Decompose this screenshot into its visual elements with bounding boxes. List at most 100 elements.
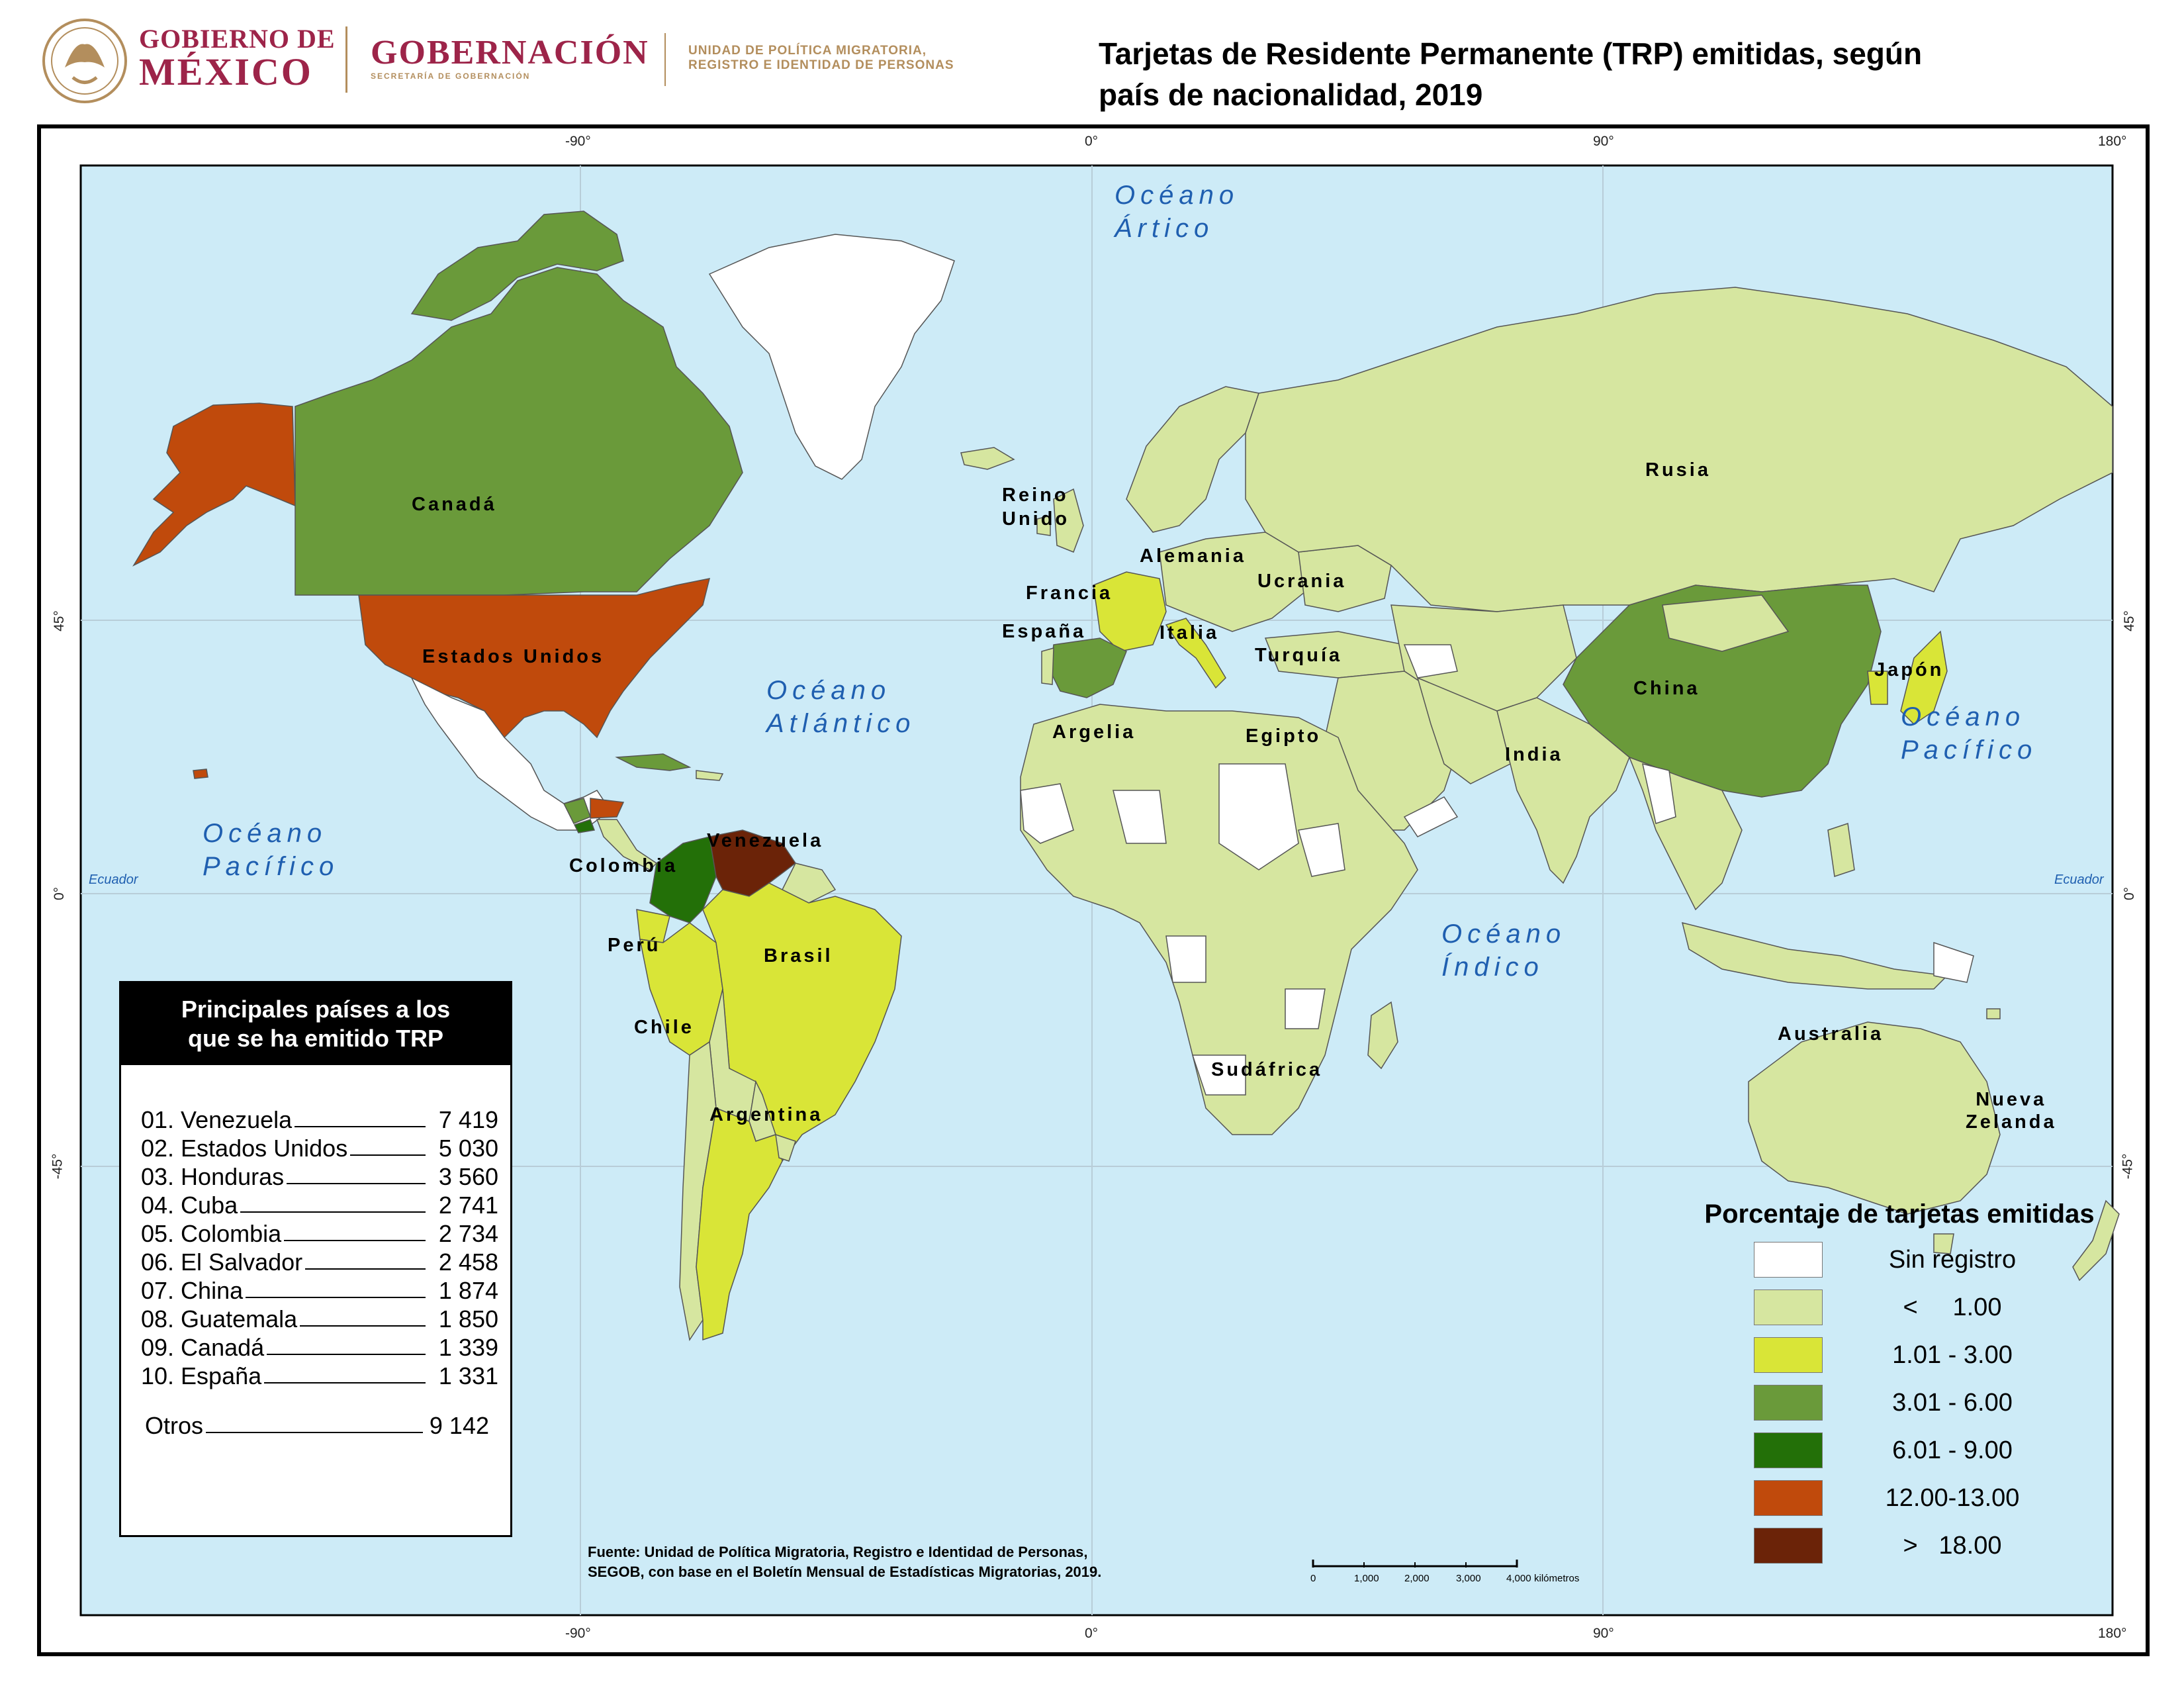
- label-australia: Australia: [1778, 1023, 1884, 1045]
- region-greenland: [708, 234, 955, 480]
- ocean-arctic: Océano Ártico: [1115, 179, 1239, 245]
- label-reino-unido-line1: Reino: [1002, 485, 1069, 506]
- secretaria-logo-text: GOBERNACIÓN SECRETARÍA DE GOBERNACIÓN: [371, 34, 649, 81]
- region-alaska: [132, 402, 296, 567]
- region-png-white: [1933, 941, 1974, 983]
- header: GOBIERNO DE MÉXICO GOBERNACIÓN SECRETARÍ…: [0, 0, 2184, 119]
- region-argentina: [696, 1107, 783, 1341]
- region-central-europe: [1159, 532, 1306, 632]
- row-value: 1 339: [438, 1334, 498, 1361]
- leader-line: [145, 1432, 423, 1433]
- legend-swatch: [1754, 1242, 1823, 1278]
- legend-swatch: [1754, 1480, 1823, 1516]
- secretaria-name: GOBERNACIÓN: [371, 34, 649, 71]
- region-central-am-south: [596, 819, 658, 870]
- region-myanmar: [1642, 763, 1676, 824]
- ocean-pacific-east: Océano Pacífico: [1901, 700, 2037, 767]
- ocean-indian: Océano Índico: [1441, 917, 1566, 984]
- region-cuba: [615, 753, 692, 771]
- label-egipto: Egipto: [1246, 726, 1322, 747]
- label-india: India: [1505, 744, 1563, 765]
- label-italia: Italia: [1160, 622, 1220, 643]
- tick-top-0: 0°: [1085, 134, 1099, 149]
- unit-line2: REGISTRO E IDENTIDAD DE PERSONAS: [688, 58, 954, 72]
- row-label: 04. Cuba: [141, 1192, 241, 1219]
- top-table-heading-line1: Principales países a los: [181, 996, 451, 1023]
- label-usa: Estados Unidos: [422, 646, 605, 667]
- tick-left-m45: -45°: [50, 1153, 66, 1180]
- region-korea: [1867, 671, 1888, 705]
- table-row: 08. Guatemala 1 850: [141, 1305, 498, 1333]
- label-colombia: Colombia: [569, 855, 678, 876]
- region-portugal: [1041, 647, 1054, 685]
- region-tasmania: [1933, 1233, 1954, 1254]
- region-el-salvador: [573, 819, 596, 833]
- label-turquia: Turquía: [1255, 645, 1343, 666]
- row-value: 1 874: [438, 1277, 498, 1304]
- region-new-zealand: [2072, 1199, 2120, 1282]
- legend-swatch: [1754, 1432, 1823, 1468]
- scale-unit: kilómetros: [1534, 1573, 1580, 1584]
- top-table-heading-line2: que se ha emitido TRP: [187, 1025, 444, 1052]
- ocean-atlantic-line2: Atlántico: [766, 709, 916, 738]
- region-turkmenistan: [1403, 644, 1458, 679]
- gov-line2: MÉXICO: [139, 50, 313, 93]
- row-label: Otros: [145, 1412, 206, 1440]
- leader-line: [141, 1354, 426, 1355]
- row-label: 02. Estados Unidos: [141, 1135, 351, 1162]
- region-guianas: [781, 863, 837, 904]
- legend-swatch: [1754, 1337, 1823, 1373]
- scale-tick-3000: 3,000: [1456, 1573, 1481, 1584]
- row-label: 10. España: [141, 1362, 265, 1390]
- row-label: 09. Canadá: [141, 1334, 267, 1362]
- row-value: 2 458: [438, 1248, 498, 1276]
- label-argelia: Argelia: [1052, 722, 1136, 743]
- region-africa-white-2: [1113, 790, 1167, 844]
- row-value: 3 560: [438, 1163, 498, 1190]
- eagle-seal-icon: [42, 19, 127, 103]
- row-value: 2 734: [438, 1220, 498, 1247]
- source-line2: SEGOB, con base en el Boletín Mensual de…: [588, 1564, 1102, 1580]
- row-label: 05. Colombia: [141, 1220, 285, 1248]
- legend: Porcentaje de tarjetas emitidas Sin regi…: [1694, 1199, 2118, 1590]
- scale-tick-4000: 4,000: [1506, 1573, 1531, 1584]
- table-row: 01. Venezuela 7 419: [141, 1106, 498, 1134]
- legend-swatch: [1754, 1385, 1823, 1421]
- row-value: 1 331: [438, 1362, 498, 1389]
- legend-title: Porcentaje de tarjetas emitidas: [1704, 1199, 2095, 1229]
- scale-tick-2000: 2,000: [1404, 1573, 1430, 1584]
- tick-bottom-0: 0°: [1085, 1626, 1099, 1641]
- row-label: 07. China: [141, 1277, 246, 1305]
- equator-label-right: Ecuador: [2054, 872, 2104, 887]
- leader-line: [141, 1297, 426, 1298]
- table-row: 02. Estados Unidos 5 030: [141, 1135, 498, 1162]
- ocean-indian-line2: Índico: [1441, 953, 1544, 982]
- legend-label: 1.01 - 3.00: [1892, 1341, 2013, 1369]
- legend-swatch: [1754, 1289, 1823, 1325]
- table-row: 05. Colombia 2 734: [141, 1220, 498, 1248]
- unit-line1: UNIDAD DE POLÍTICA MIGRATORIA,: [688, 44, 927, 58]
- region-japan: [1900, 630, 1948, 725]
- title-line2: país de nacionalidad, 2019: [1099, 77, 1483, 112]
- equator-label-left: Ecuador: [89, 872, 138, 887]
- region-africa-white-1: [1020, 783, 1074, 844]
- ocean-pacific-west-line2: Pacífico: [203, 852, 340, 881]
- label-ucrania: Ucrania: [1257, 571, 1347, 592]
- label-sudafrica: Sudáfrica: [1211, 1059, 1323, 1080]
- region-canada: [295, 267, 743, 596]
- row-value: 9 142: [429, 1412, 489, 1439]
- label-china: China: [1633, 678, 1700, 699]
- scale-tick-1000: 1,000: [1354, 1573, 1379, 1584]
- region-pacific-islands: [1986, 1008, 2001, 1019]
- label-reino-unido: Reino Unido: [1002, 483, 1069, 531]
- tick-right-m45: -45°: [2120, 1153, 2136, 1180]
- ocean-arctic-line1: Océano: [1115, 181, 1240, 210]
- row-value: 5 030: [438, 1135, 498, 1162]
- tick-left-45: 45°: [51, 610, 67, 632]
- region-honduras: [590, 798, 625, 819]
- top-countries-table: Principales países a los que se ha emiti…: [119, 981, 512, 1537]
- label-rusia: Rusia: [1645, 459, 1711, 481]
- label-japon: Japón: [1874, 659, 1944, 680]
- leader-line: [141, 1211, 426, 1213]
- source-note: Fuente: Unidad de Política Migratoria, R…: [588, 1542, 1250, 1582]
